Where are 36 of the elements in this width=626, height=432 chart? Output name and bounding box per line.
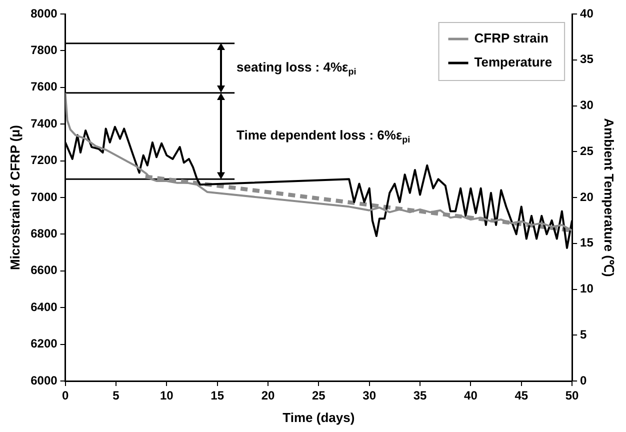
y2-tick-label: 40: [580, 6, 594, 20]
legend-label: Temperature: [474, 54, 552, 70]
y-tick-label: 6800: [30, 226, 58, 241]
x-tick-label: 25: [312, 388, 326, 403]
y2-tick-label: 0: [580, 373, 588, 388]
y-tick-label: 7800: [30, 43, 58, 58]
y2-tick-label: 30: [580, 98, 594, 112]
y-tick-label: 6200: [30, 336, 58, 351]
y2-tick-label: 20: [580, 190, 594, 204]
y-tick-label: 7200: [30, 153, 58, 168]
y-tick-label: 7600: [30, 80, 58, 94]
y2-axis-title: Ambient Temperature (℃): [602, 118, 617, 277]
x-tick-label: 40: [464, 388, 478, 403]
x-tick-label: 0: [62, 388, 69, 403]
y-tick-label: 7400: [30, 116, 58, 130]
x-tick-label: 10: [160, 388, 174, 403]
y-tick-label: 6000: [30, 373, 58, 388]
y-tick-label: 6400: [30, 300, 58, 314]
y-tick-label: 8000: [30, 6, 58, 20]
y2-tick-label: 5: [580, 327, 588, 342]
legend-label: CFRP strain: [474, 30, 548, 46]
y-tick-label: 6600: [30, 263, 58, 278]
y2-tick-label: 10: [580, 282, 594, 296]
y2-tick-label: 15: [580, 236, 594, 250]
y-axis-title: Microstrain of CFRP (μ): [7, 125, 22, 270]
x-tick-label: 15: [210, 388, 224, 403]
x-tick-label: 50: [565, 388, 580, 403]
x-tick-label: 35: [413, 388, 428, 403]
x-tick-label: 5: [112, 388, 120, 403]
y2-tick-label: 25: [580, 144, 594, 158]
y-tick-label: 7000: [30, 190, 58, 204]
x-axis-title: Time (days): [282, 410, 355, 425]
y2-tick-label: 35: [580, 52, 594, 66]
x-tick-label: 30: [362, 388, 376, 403]
x-tick-label: 20: [261, 388, 275, 403]
x-tick-label: 45: [514, 388, 528, 403]
